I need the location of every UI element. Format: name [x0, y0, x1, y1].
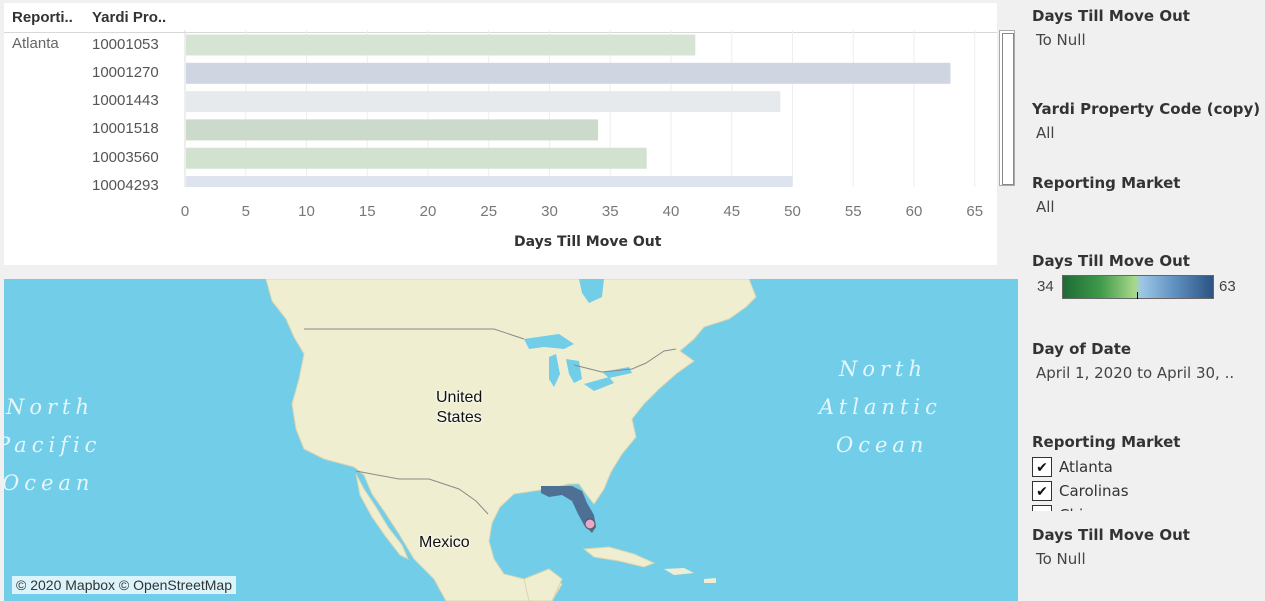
- row-label-yardi-code: 10001270: [92, 63, 159, 81]
- ocean-label-pacific: Pacific: [4, 433, 102, 457]
- filter-day-of-date-value[interactable]: April 1, 2020 to April 30, ..: [1036, 364, 1235, 382]
- row-label-yardi-code: 10003560: [92, 148, 159, 166]
- x-tick-label: 0: [181, 203, 189, 220]
- reporting-market-checklist[interactable]: ✔ Atlanta ✔ Carolinas ✔ Chicago: [1030, 455, 1260, 511]
- checkbox-label: Carolinas: [1059, 482, 1129, 500]
- header-divider: [4, 32, 997, 33]
- x-axis-ticks: 0 5 10 15 20 25 30 35 40 45 50 55 60 65: [181, 203, 983, 220]
- ocean-label-north-pacific: North: [6, 395, 95, 419]
- row-market-label: Atlanta: [12, 35, 59, 52]
- x-tick-label: 45: [723, 203, 740, 220]
- filter-day-of-date-title: Day of Date: [1032, 340, 1132, 358]
- chart-scrollbar[interactable]: [999, 30, 1015, 186]
- row-labels: 10001053 10001270 10001443 10001518 10003560…: [4, 33, 997, 191]
- hudson-bay: [579, 279, 604, 303]
- color-legend-ramp: [1062, 275, 1214, 299]
- bar-10003560[interactable]: [186, 147, 647, 169]
- x-tick-label: 60: [906, 203, 923, 220]
- filter-reporting-market-list-title: Reporting Market: [1032, 433, 1181, 451]
- filter-days-till-move-out-2-title: Days Till Move Out: [1032, 526, 1190, 544]
- x-tick-label: 40: [663, 203, 680, 220]
- land-cuba: [582, 546, 656, 568]
- map-panel[interactable]: North Atlantic Ocean North Pacific Ocean…: [4, 279, 1018, 601]
- bar-10001053[interactable]: [186, 34, 696, 56]
- ocean-label-pacific-ocean: Ocean: [4, 471, 95, 495]
- bar-10001443[interactable]: [186, 91, 781, 113]
- x-tick-label: 15: [359, 203, 376, 220]
- ocean-label-north: North: [839, 357, 928, 381]
- bar-10004293[interactable]: [186, 176, 793, 197]
- bar-chart-panel: Reporti.. Yardi Pro.. 0 5 10 15 20 25 30 35 40 45…: [4, 3, 997, 265]
- bar-10001518[interactable]: [186, 119, 599, 141]
- border-us-canada: [304, 328, 677, 373]
- x-tick-label: 10: [298, 203, 315, 220]
- land-yucatan: [523, 568, 563, 601]
- country-label-line-1: United: [436, 389, 483, 406]
- florida-highlight[interactable]: [541, 486, 596, 533]
- filter-days-till-move-out-value[interactable]: To Null: [1036, 31, 1086, 49]
- bars: [186, 34, 951, 197]
- row-label-yardi-code: 10004293: [92, 177, 159, 190]
- x-tick-label: 5: [242, 203, 250, 220]
- filter-days-till-move-out-title: Days Till Move Out: [1032, 7, 1190, 25]
- x-tick-label: 50: [784, 203, 801, 220]
- row-label-yardi-code: 10001053: [92, 35, 159, 53]
- checklist-item-chicago[interactable]: ✔ Chicago: [1032, 503, 1119, 511]
- country-label-mexico: Mexico: [419, 534, 470, 551]
- column-header-reporting-market[interactable]: Reporti..: [12, 9, 73, 26]
- filter-yardi-property-code-title: Yardi Property Code (copy): [1032, 100, 1261, 118]
- x-tick-label: 25: [480, 203, 497, 220]
- map-canvas[interactable]: [4, 279, 1018, 601]
- checkbox[interactable]: ✔: [1032, 505, 1052, 511]
- color-legend-min: 34: [1037, 278, 1054, 295]
- checkbox[interactable]: ✔: [1032, 481, 1052, 501]
- row-label-yardi-code: 10001443: [92, 92, 159, 110]
- x-tick-label: 35: [602, 203, 619, 220]
- scrollbar-thumb[interactable]: [1002, 33, 1014, 185]
- x-tick-label: 30: [541, 203, 558, 220]
- checkbox-label: Atlanta: [1059, 458, 1113, 476]
- bar-10001270[interactable]: [186, 62, 951, 84]
- ocean-label-atlantic: Atlantic: [819, 395, 942, 419]
- x-tick-label: 65: [966, 203, 983, 220]
- checkbox[interactable]: ✔: [1032, 457, 1052, 477]
- great-lakes: [524, 334, 632, 391]
- filter-yardi-property-code-value[interactable]: All: [1036, 124, 1055, 142]
- bar-chart: 0 5 10 15 20 25 30 35 40 45 50 55 60 65: [181, 30, 983, 220]
- map-attribution[interactable]: © 2020 Mapbox © OpenStreetMap: [12, 576, 236, 594]
- filter-reporting-market-title: Reporting Market: [1032, 174, 1181, 192]
- column-header-yardi-property-code[interactable]: Yardi Pro..: [92, 9, 167, 26]
- land-north-america: [265, 279, 757, 601]
- country-label-line-2: States: [436, 409, 482, 426]
- color-legend-max: 63: [1219, 278, 1236, 295]
- country-label-united-states: United States: [436, 388, 482, 428]
- checklist-item-carolinas[interactable]: ✔ Carolinas: [1032, 479, 1129, 503]
- land-caribbean: [664, 568, 716, 583]
- land-baja: [355, 473, 409, 561]
- filter-reporting-market-value[interactable]: All: [1036, 198, 1055, 216]
- border-us-mexico: [355, 470, 489, 515]
- ocean-label-ocean: Ocean: [836, 433, 929, 457]
- x-axis-title: Days Till Move Out: [514, 234, 662, 250]
- x-tick-label: 20: [420, 203, 437, 220]
- property-marker[interactable]: [584, 518, 596, 530]
- x-tick-label: 55: [845, 203, 862, 220]
- color-legend-marker: [1137, 292, 1138, 299]
- color-legend-title: Days Till Move Out: [1032, 252, 1190, 270]
- filter-days-till-move-out-2-value[interactable]: To Null: [1036, 550, 1086, 568]
- checkbox-label: Chicago: [1059, 506, 1119, 511]
- checklist-item-atlanta[interactable]: ✔ Atlanta: [1032, 455, 1113, 479]
- row-label-yardi-code: 10001518: [92, 120, 159, 138]
